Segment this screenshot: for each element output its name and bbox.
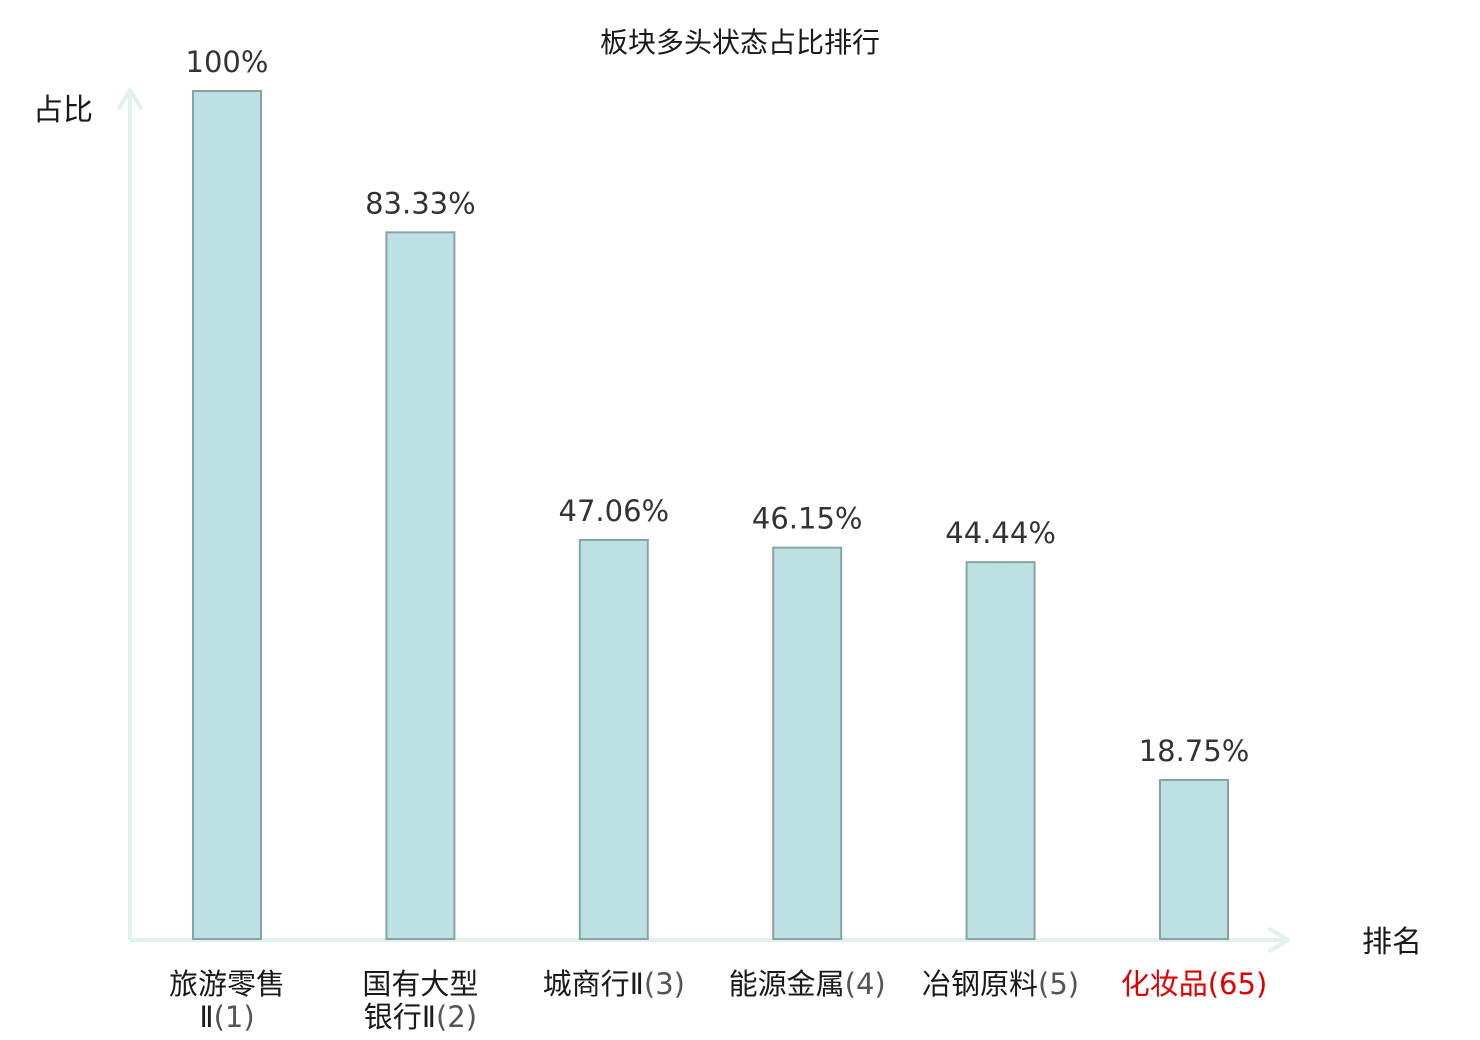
value-label-1: 100% bbox=[186, 45, 269, 79]
bar-3 bbox=[578, 538, 649, 940]
value-label-6: 18.75% bbox=[1139, 734, 1250, 768]
x-axis-label: 排名 bbox=[1362, 925, 1422, 960]
value-label-2: 83.33% bbox=[365, 186, 476, 220]
bars bbox=[192, 90, 1229, 941]
category-label-5: 冶钢原料(5) bbox=[922, 967, 1079, 1001]
y-axis bbox=[117, 88, 143, 940]
category-label-3: 城商行Ⅱ(3) bbox=[543, 967, 685, 1001]
bar-5 bbox=[965, 561, 1036, 940]
bar-4 bbox=[772, 546, 843, 940]
y-axis-label: 占比 bbox=[33, 93, 93, 128]
x-axis bbox=[130, 927, 1290, 953]
category-label-4: 能源金属(4) bbox=[729, 967, 886, 1001]
bar-1 bbox=[192, 90, 262, 940]
value-label-5: 44.44% bbox=[945, 516, 1056, 550]
chart-title: 板块多头状态占比排行 bbox=[600, 26, 880, 59]
value-label-3: 47.06% bbox=[559, 494, 670, 528]
bar-6 bbox=[1159, 779, 1229, 940]
category-label-1: 旅游零售 Ⅱ(1) bbox=[169, 967, 285, 1034]
category-label-2: 国有大型银行Ⅱ(2) bbox=[362, 967, 478, 1034]
value-label-4: 46.15% bbox=[752, 502, 863, 536]
category-labels: 旅游零售 Ⅱ(1) 国有大型银行Ⅱ(2) 城商行Ⅱ(3) 能源金属(4) 冶钢原料(5) 化… bbox=[169, 967, 1267, 1034]
value-labels: 100% 83.33% 47.06% 46.15% 44.44% 18.75% bbox=[186, 45, 1250, 768]
category-label-6: 化妆品(65) bbox=[1121, 967, 1268, 1001]
bar-2 bbox=[385, 231, 456, 941]
